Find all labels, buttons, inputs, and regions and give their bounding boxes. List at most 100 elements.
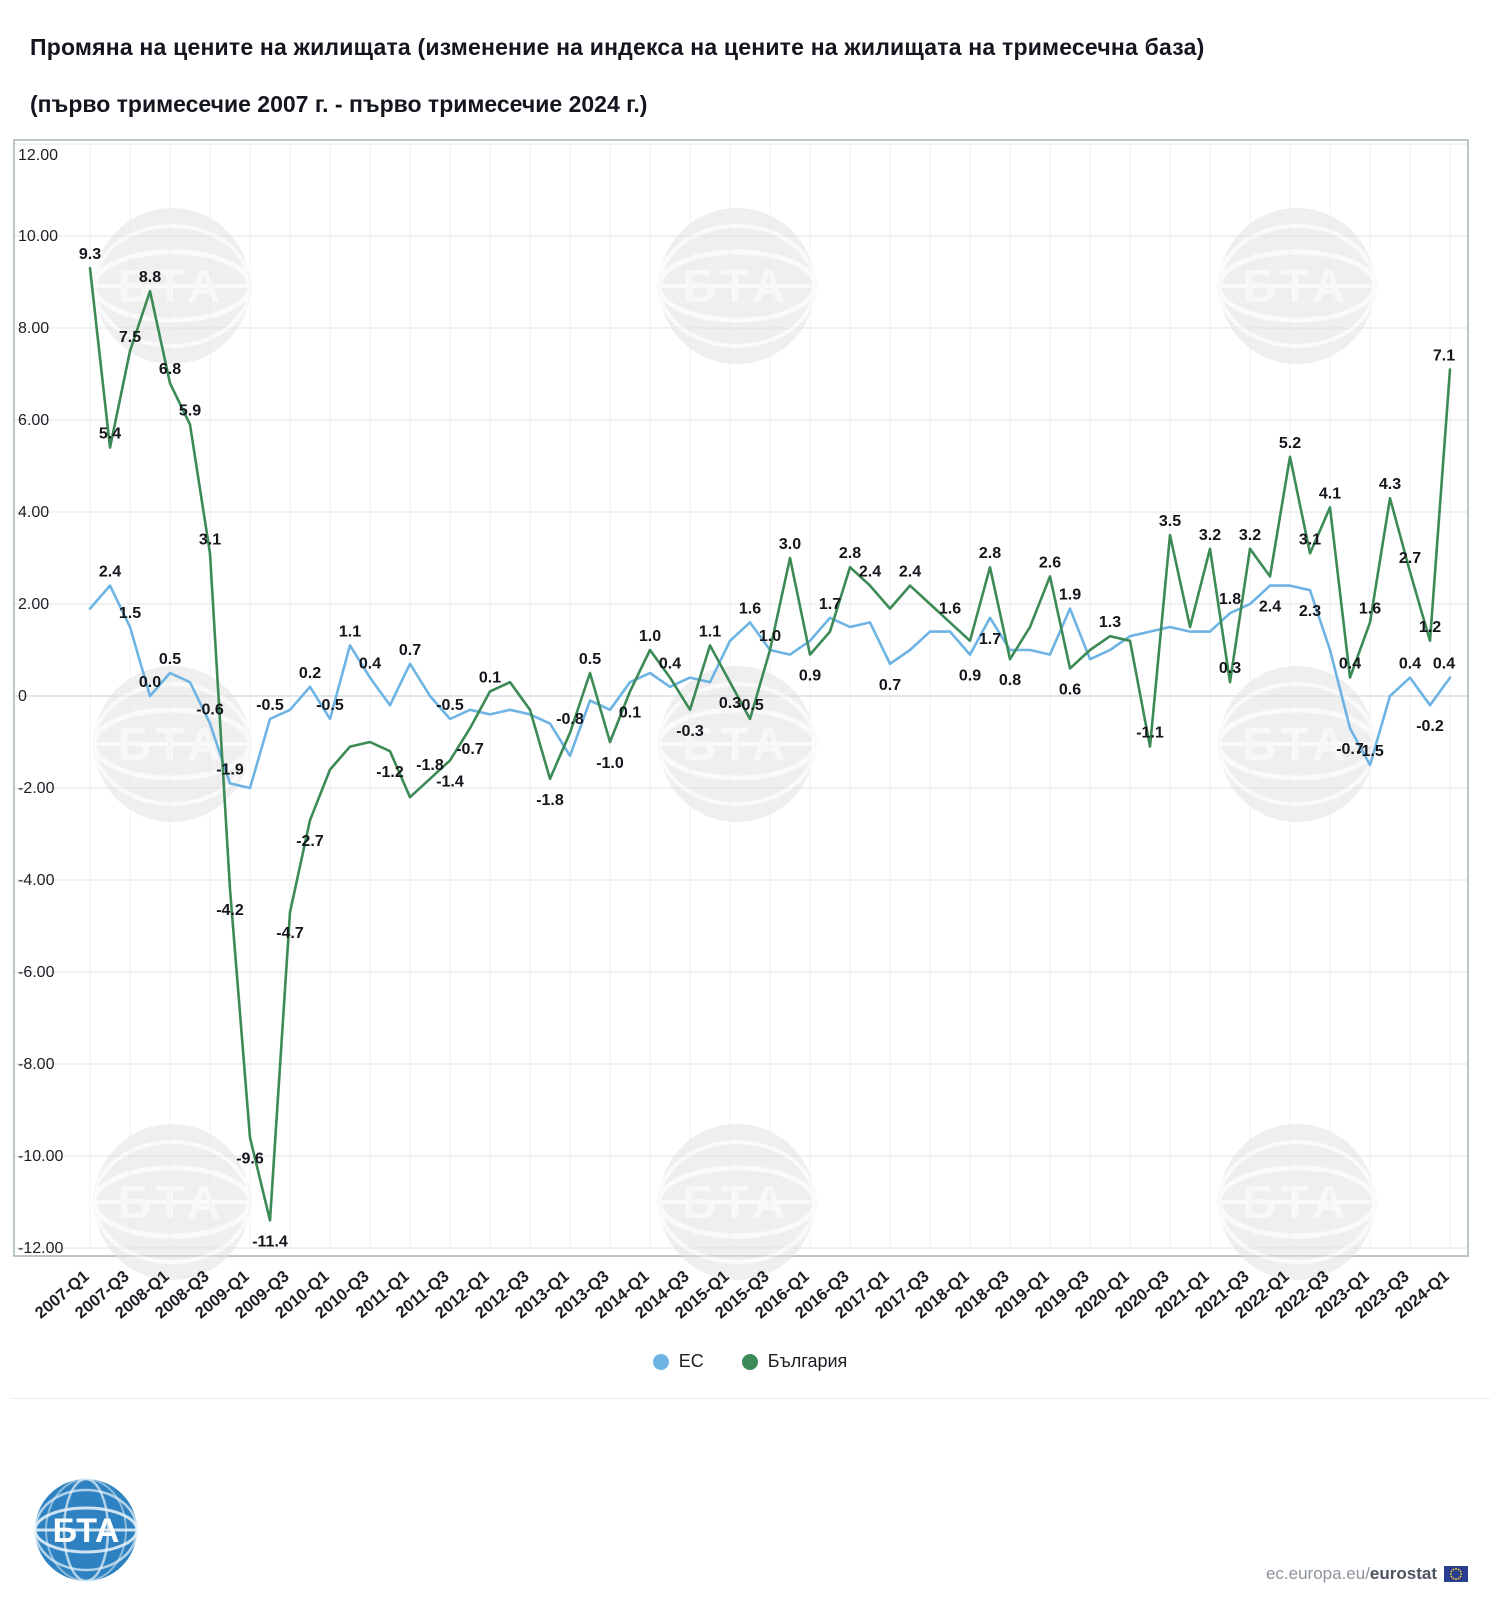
ec-series-color-dot	[652, 1353, 669, 1370]
svg-text:БТА: БТА	[683, 260, 791, 312]
data-point-label: 3.5	[1159, 513, 1181, 530]
data-point-label: 3.1	[199, 531, 221, 548]
data-point-label: 0.8	[999, 672, 1021, 689]
data-point-label: 1.0	[759, 628, 781, 645]
data-point-label: 2.8	[979, 545, 1001, 562]
data-point-label: -1.8	[536, 792, 564, 809]
data-point-label: -0.5	[316, 697, 344, 714]
y-axis-tick-label: -8.00	[18, 1056, 55, 1073]
data-point-label: 0.3	[719, 695, 741, 712]
y-axis-tick-label: 0	[18, 688, 27, 705]
data-point-label: -0.5	[736, 697, 764, 714]
y-axis-tick-label: 2.00	[18, 596, 49, 613]
data-point-label: -0.8	[556, 711, 584, 728]
legend-label-ec: ЕС	[678, 1351, 704, 1371]
chart-header: Промяна на цените на жилищата (изменение…	[0, 0, 1500, 122]
y-axis-tick-label: 10.00	[18, 228, 58, 245]
data-point-label: -0.7	[1336, 741, 1364, 758]
data-point-label: -1.5	[1356, 743, 1384, 760]
bta-watermark-icon: БТА	[656, 1124, 818, 1280]
data-point-label: 0.6	[1059, 681, 1081, 698]
data-point-label: 4.1	[1319, 485, 1341, 502]
svg-text:БТА: БТА	[1243, 718, 1351, 770]
bta-watermark-icon: БТА	[91, 666, 253, 822]
data-point-label: 1.5	[119, 605, 141, 622]
data-point-label: 0.7	[879, 677, 901, 694]
svg-text:БТА: БТА	[118, 1176, 226, 1228]
data-point-label: 0.0	[139, 674, 161, 691]
data-point-label: 0.1	[479, 669, 501, 686]
y-axis-tick-label: 4.00	[18, 504, 49, 521]
data-point-label: 1.3	[1099, 614, 1121, 631]
data-point-label: 0.5	[159, 651, 181, 668]
legend-item-bulgaria: България	[741, 1351, 847, 1372]
bta-watermark-icon: БТА	[656, 666, 818, 822]
data-point-label: 9.3	[79, 246, 101, 263]
data-point-label: 2.4	[899, 564, 921, 581]
data-point-label: -4.2	[216, 902, 244, 919]
data-point-label: -0.3	[676, 723, 704, 740]
data-point-label: 3.0	[779, 536, 801, 553]
data-point-label: -0.5	[436, 697, 464, 714]
data-point-label: 5.4	[99, 426, 121, 443]
chart-legend: ЕС България	[0, 1351, 1500, 1372]
data-point-label: 2.3	[1299, 603, 1321, 620]
y-axis-tick-label: -10.00	[18, 1148, 63, 1165]
svg-text:БТА: БТА	[1243, 260, 1351, 312]
data-point-label: -0.2	[1416, 718, 1444, 735]
data-point-label: 0.5	[579, 651, 601, 668]
data-point-label: 5.9	[179, 403, 201, 420]
data-point-label: 1.9	[1059, 587, 1081, 604]
data-point-label: -1.8	[416, 757, 444, 774]
data-point-label: 7.5	[119, 329, 141, 346]
data-point-label: -0.5	[256, 697, 284, 714]
data-point-label: 0.4	[1433, 656, 1455, 673]
data-point-label: -1.9	[216, 761, 244, 778]
y-axis-tick-label: 12.00	[18, 147, 58, 164]
bta-watermark-icon: БТА	[1216, 1124, 1378, 1280]
y-axis-tick-label: -6.00	[18, 964, 55, 981]
data-point-label: 0.2	[299, 665, 321, 682]
data-point-label: -0.7	[456, 741, 484, 758]
data-point-label: -1.0	[596, 755, 624, 772]
data-point-label: 1.8	[1219, 591, 1241, 608]
data-point-label: 3.2	[1199, 527, 1221, 544]
data-point-label: 1.1	[339, 623, 361, 640]
data-point-label: 1.1	[699, 623, 721, 640]
bta-logo: БТА	[33, 1477, 139, 1583]
svg-text:БТА: БТА	[1243, 1176, 1351, 1228]
data-point-label: 7.1	[1433, 347, 1455, 364]
y-axis-tick-label: 8.00	[18, 320, 49, 337]
series-line-bulgaria	[88, 266, 1452, 1222]
data-point-label: 1.6	[739, 600, 761, 617]
data-point-label: 1.7	[979, 631, 1001, 648]
data-point-label: 2.7	[1399, 550, 1421, 567]
data-point-label: 2.4	[1259, 599, 1281, 616]
svg-text:БТА: БТА	[118, 718, 226, 770]
credit-prefix: ec.europa.eu/	[1265, 1564, 1370, 1583]
data-point-label: 1.2	[1419, 619, 1441, 636]
data-point-label: 0.1	[619, 704, 641, 721]
svg-text:БТА: БТА	[683, 1176, 791, 1228]
data-point-label: 4.3	[1379, 476, 1401, 493]
data-point-label: 6.8	[159, 361, 181, 378]
chart-title: Промяна на цените на жилищата (изменение…	[30, 34, 1205, 60]
data-point-label: -9.6	[236, 1151, 264, 1168]
quarterly-house-price-line-chart: 12.00 10.00 8.00 6.00 4.00 2.00 0 -2.00 -4.00 -6.…	[13, 139, 1469, 1322]
bulgaria-series-color-dot	[741, 1353, 758, 1370]
data-point-label: 0.4	[1339, 656, 1361, 673]
data-point-label: 1.0	[639, 628, 661, 645]
chart-area: 12.00 10.00 8.00 6.00 4.00 2.00 0 -2.00 -4.00 -6.…	[0, 122, 1500, 1351]
svg-text:БТА: БТА	[118, 260, 226, 312]
bta-logo-text: БТА	[53, 1512, 120, 1550]
divider	[10, 1398, 1490, 1399]
svg-text:БТА: БТА	[683, 718, 791, 770]
y-axis-tick-label: -12.00	[18, 1240, 63, 1257]
data-point-label: 0.7	[399, 642, 421, 659]
legend-item-ec: ЕС	[652, 1351, 704, 1372]
y-axis-tick-label: -2.00	[18, 780, 55, 797]
y-axis-tick-label: 6.00	[18, 412, 49, 429]
data-point-label: 8.8	[139, 269, 161, 286]
data-point-label: -1.2	[376, 764, 404, 781]
